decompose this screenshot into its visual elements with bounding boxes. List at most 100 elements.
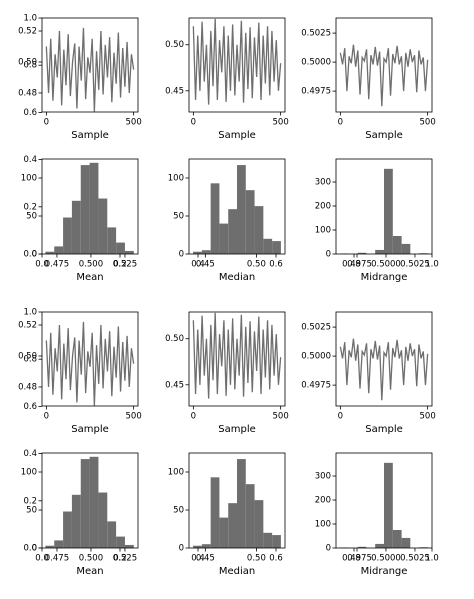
y-tick-label: 0.45 — [165, 86, 184, 96]
bar — [210, 183, 220, 254]
x-axis-label: Sample — [71, 130, 109, 141]
x-tick-label: 0 — [44, 118, 49, 128]
x-tick-label: 0 — [191, 412, 196, 422]
bar — [124, 250, 134, 254]
y-tick-label: 0.50 — [18, 351, 37, 361]
x-tick-label: 0.8 — [347, 260, 361, 270]
y-tick-label: 0.52 — [18, 321, 37, 331]
x-tick-label: 0 — [338, 412, 343, 422]
x-tick-label: 0.4 — [191, 554, 205, 564]
x-axis-label: Mean — [76, 566, 103, 577]
x-tick-label: 0.6 — [269, 260, 283, 270]
x-axis-label: Sample — [218, 130, 256, 141]
x-tick-label: 0.45 — [196, 260, 215, 270]
x-tick-label: 0.500 — [79, 554, 103, 564]
bar — [124, 544, 134, 548]
line — [45, 321, 135, 406]
y-tick-label: 200 — [315, 496, 331, 506]
bar — [54, 540, 64, 548]
y-tick-label: 300 — [315, 472, 331, 482]
y-tick-label: 0.0 — [23, 544, 37, 554]
y-tick-label: 0.8 — [23, 61, 37, 71]
bar — [45, 251, 55, 254]
y-tick-label: 0.5000 — [301, 352, 331, 362]
x-tick-label: 0.4 — [191, 260, 205, 270]
bar — [219, 223, 229, 254]
x-tick-label: 0 — [191, 118, 196, 128]
bar — [201, 250, 211, 254]
x-tick-label: 0.0 — [35, 554, 49, 564]
bar — [63, 511, 72, 548]
y-tick-label: 0.50 — [165, 334, 184, 344]
bar — [71, 200, 81, 254]
bar — [375, 543, 384, 548]
x-axis-label: Sample — [365, 130, 403, 141]
x-axis-label: Median — [219, 566, 255, 577]
x-tick-label: 0 — [44, 412, 49, 422]
x-tick-label: 0.6 — [269, 554, 283, 564]
x-tick-label: 500 — [126, 118, 142, 128]
bar — [71, 494, 81, 548]
bar — [254, 500, 264, 548]
x-tick-label: 0.4975 — [342, 554, 372, 564]
x-tick-label: 0.5025 — [400, 554, 430, 564]
bar — [193, 545, 202, 548]
y-tick-label: 1.0 — [23, 14, 37, 24]
x-tick-label: 500 — [273, 412, 289, 422]
axes-frame — [41, 158, 139, 255]
x-axis-label: Sample — [71, 424, 109, 435]
bar — [272, 241, 281, 254]
y-tick-label: 0.5000 — [301, 58, 331, 68]
y-tick-label: 0.50 — [165, 40, 184, 50]
x-tick-label: 500 — [273, 118, 289, 128]
bar — [392, 236, 402, 254]
y-tick-label: 0.45 — [165, 380, 184, 390]
bar — [80, 165, 90, 254]
x-tick-label: 0.2 — [113, 260, 127, 270]
y-tick-label: 200 — [315, 202, 331, 212]
bar — [98, 492, 108, 548]
x-tick-label: 0 — [338, 118, 343, 128]
x-tick-label: 0.0 — [35, 260, 49, 270]
line — [192, 18, 282, 105]
y-tick-label: 0 — [326, 544, 331, 554]
bar — [116, 242, 125, 254]
bar — [201, 544, 211, 548]
y-tick-label: 50 — [26, 212, 37, 222]
x-tick-label: 500 — [420, 412, 436, 422]
line — [45, 27, 135, 112]
axes-frame — [188, 158, 286, 255]
bar — [245, 190, 255, 254]
y-tick-label: 100 — [21, 174, 37, 184]
bar — [401, 243, 411, 254]
line — [192, 312, 282, 399]
bar — [272, 535, 281, 548]
bar — [89, 162, 99, 254]
y-tick-label: 300 — [315, 178, 331, 188]
bar — [107, 521, 117, 548]
y-tick-label: 0.48 — [18, 88, 37, 98]
line — [339, 338, 429, 401]
bar — [237, 459, 246, 548]
x-tick-label: 0.5000 — [371, 554, 401, 564]
bar — [384, 462, 393, 548]
x-tick-label: 0.50 — [247, 554, 266, 564]
y-tick-label: 0.48 — [18, 382, 37, 392]
y-tick-label: 0 — [32, 544, 37, 554]
bar — [375, 249, 384, 254]
bar — [228, 209, 237, 254]
bar — [98, 198, 108, 254]
bar — [263, 532, 273, 548]
y-tick-label: 0.8 — [23, 355, 37, 365]
y-tick-label: 0.2 — [23, 202, 37, 212]
y-tick-label: 0 — [326, 250, 331, 260]
y-tick-label: 0.6 — [23, 108, 37, 118]
bar — [357, 252, 367, 254]
bar — [357, 546, 367, 548]
y-tick-label: 0.5025 — [301, 323, 331, 333]
bar — [89, 456, 99, 548]
bar — [263, 238, 273, 254]
y-tick-label: 0.6 — [23, 402, 37, 412]
y-tick-label: 100 — [168, 174, 184, 184]
